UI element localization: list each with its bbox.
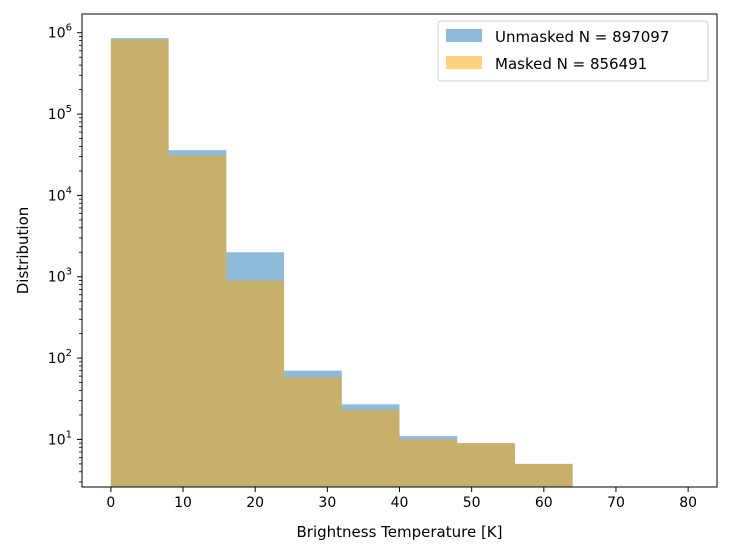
y-tick-label: 104 <box>48 185 72 204</box>
y-axis: 101 102 103 104 105 106 <box>48 23 82 483</box>
x-tick-label: 70 <box>607 495 625 511</box>
y-tick-label: 101 <box>48 429 72 448</box>
y-tick-label: 102 <box>48 348 72 367</box>
masked-bar <box>457 443 515 487</box>
legend-swatch-unmasked <box>446 29 482 42</box>
x-tick-label: 30 <box>318 495 336 511</box>
masked-bar <box>399 439 458 487</box>
x-tick-label: 20 <box>246 495 264 511</box>
y-tick-label: 106 <box>48 23 72 42</box>
masked-bars <box>110 39 573 487</box>
legend: Unmasked N = 897097 Masked N = 856491 <box>437 20 709 82</box>
x-axis-label: Brightness Temperature [K] <box>297 523 503 541</box>
legend-label-unmasked: Unmasked N = 897097 <box>495 28 669 46</box>
masked-bar <box>110 39 169 487</box>
y-tick-label: 103 <box>48 267 72 286</box>
x-tick-label: 50 <box>463 495 481 511</box>
masked-bar <box>168 155 227 487</box>
legend-label-masked: Masked N = 856491 <box>495 55 647 73</box>
masked-bar <box>284 377 342 487</box>
x-tick-label: 0 <box>106 495 115 511</box>
x-tick-label: 80 <box>679 495 697 511</box>
masked-bar <box>514 463 573 487</box>
legend-swatch-masked <box>446 56 482 69</box>
y-tick-label: 105 <box>48 104 72 123</box>
legend-box <box>437 20 709 82</box>
y-axis-label: Distribution <box>14 207 32 295</box>
masked-bar <box>226 280 285 487</box>
x-tick-label: 10 <box>174 495 192 511</box>
x-tick-label: 60 <box>535 495 553 511</box>
masked-bar <box>341 409 400 487</box>
x-axis: 0 10 20 30 40 50 60 70 80 <box>106 487 697 511</box>
x-tick-label: 40 <box>391 495 409 511</box>
